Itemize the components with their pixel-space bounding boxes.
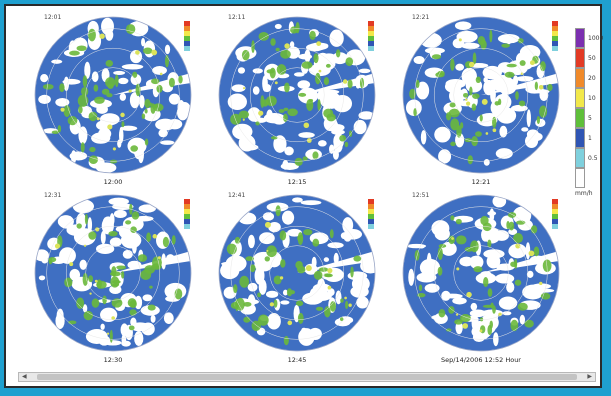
legend-label: 1 <box>588 135 592 142</box>
scrollbar-thumb[interactable] <box>37 374 577 380</box>
panel-clock: 12:41 <box>228 192 246 199</box>
radar-image <box>402 16 560 174</box>
radar-panel-4[interactable]: 12:31 12:30 <box>24 189 202 365</box>
radar-image <box>402 194 560 352</box>
panel-caption: 12:45 <box>287 356 307 364</box>
radar-viewer-window: 12:01 12:00 12:11 12:15 12:21 12:21 12:3… <box>4 4 603 388</box>
legend-swatch <box>575 28 585 48</box>
panel-caption: 12:30 <box>103 356 123 364</box>
radar-image <box>34 16 192 174</box>
panel-clock: 12:51 <box>412 192 430 199</box>
legend-swatch <box>575 88 585 108</box>
panel-clock: 12:31 <box>44 192 62 199</box>
radar-panel-1[interactable]: 12:01 12:00 <box>24 11 202 187</box>
legend-label: 1000 <box>588 35 604 42</box>
legend-swatch <box>575 108 585 128</box>
mini-legend <box>184 199 190 229</box>
color-scale-legend: 1000 50 20 10 5 1 0.5 mm/h <box>575 28 603 198</box>
legend-label: 0.5 <box>588 155 598 162</box>
panel-clock: 12:11 <box>228 14 246 21</box>
panel-caption: 12:00 <box>103 178 123 186</box>
legend-label: 50 <box>588 55 596 62</box>
horizontal-scrollbar[interactable]: ◀ ▶ <box>18 372 596 382</box>
panel-clock: 12:21 <box>412 14 430 21</box>
legend-swatch <box>575 48 585 68</box>
panel-caption: Sep/14/2006 12:52 Hour <box>441 356 521 364</box>
legend-swatch <box>575 168 585 188</box>
legend-swatch <box>575 148 585 168</box>
radar-panel-2[interactable]: 12:11 12:15 <box>208 11 386 187</box>
radar-image <box>218 16 376 174</box>
legend-label: 10 <box>588 95 596 102</box>
mini-legend <box>552 21 558 51</box>
mini-legend <box>552 199 558 229</box>
radar-image <box>34 194 192 352</box>
radar-image <box>218 194 381 352</box>
legend-swatch <box>575 68 585 88</box>
legend-label: 20 <box>588 75 596 82</box>
legend-swatch <box>575 128 585 148</box>
mini-legend <box>368 199 374 229</box>
scroll-left-icon[interactable]: ◀ <box>22 373 27 380</box>
radar-panel-5[interactable]: 12:41 12:45 <box>208 189 386 365</box>
scroll-right-icon[interactable]: ▶ <box>587 373 592 380</box>
panel-caption: 12:21 <box>471 178 491 186</box>
radar-panel-6[interactable]: 12:51 Sep/14/2006 12:52 Hour <box>392 189 570 365</box>
panel-caption: 12:15 <box>287 178 307 186</box>
radar-panel-3[interactable]: 12:21 12:21 <box>392 11 570 187</box>
legend-label: 5 <box>588 115 592 122</box>
mini-legend <box>184 21 190 51</box>
panel-clock: 12:01 <box>44 14 62 21</box>
legend-unit: mm/h <box>575 190 593 197</box>
mini-legend <box>368 21 374 51</box>
